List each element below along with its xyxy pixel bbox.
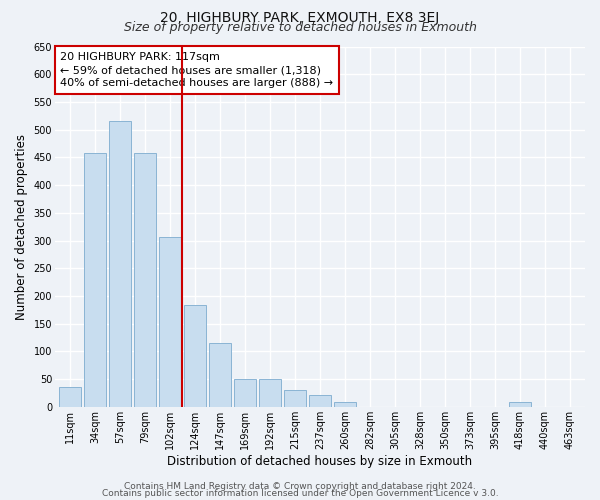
Bar xyxy=(109,122,131,407)
Bar xyxy=(509,402,531,407)
Text: Contains HM Land Registry data © Crown copyright and database right 2024.: Contains HM Land Registry data © Crown c… xyxy=(124,482,476,491)
Text: Size of property relative to detached houses in Exmouth: Size of property relative to detached ho… xyxy=(124,21,476,34)
Bar xyxy=(209,343,231,407)
Y-axis label: Number of detached properties: Number of detached properties xyxy=(15,134,28,320)
Bar xyxy=(184,306,206,407)
Bar xyxy=(284,390,306,407)
Text: 20, HIGHBURY PARK, EXMOUTH, EX8 3EJ: 20, HIGHBURY PARK, EXMOUTH, EX8 3EJ xyxy=(160,11,440,25)
Bar xyxy=(59,388,81,407)
Bar xyxy=(134,153,156,407)
Bar xyxy=(259,379,281,407)
Bar xyxy=(84,153,106,407)
X-axis label: Distribution of detached houses by size in Exmouth: Distribution of detached houses by size … xyxy=(167,454,473,468)
Bar xyxy=(234,379,256,407)
Text: Contains public sector information licensed under the Open Government Licence v : Contains public sector information licen… xyxy=(101,489,499,498)
Text: 20 HIGHBURY PARK: 117sqm
← 59% of detached houses are smaller (1,318)
40% of sem: 20 HIGHBURY PARK: 117sqm ← 59% of detach… xyxy=(60,52,334,88)
Bar xyxy=(309,394,331,407)
Bar xyxy=(334,402,356,407)
Bar xyxy=(159,236,181,407)
